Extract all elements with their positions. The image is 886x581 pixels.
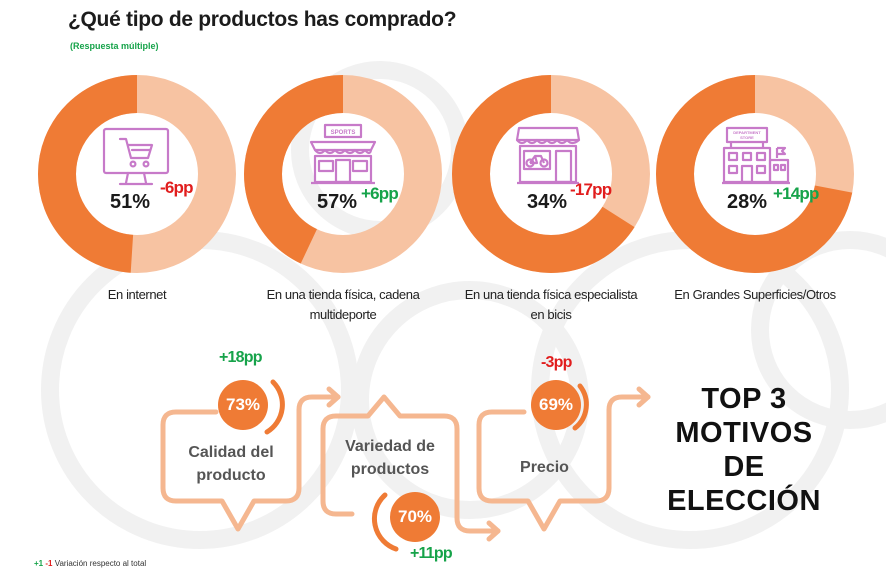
bike-shop-icon — [515, 126, 581, 185]
department-store-icon: DEPARTMENT STORE — [722, 126, 790, 185]
reason-change-label: -3pp — [541, 354, 572, 371]
arrow-head — [326, 386, 341, 408]
bubble-arc — [371, 492, 399, 552]
category-label-line1: En una tienda física, cadena — [266, 287, 420, 302]
donut-ring-internet — [38, 75, 236, 273]
reason-box-quality — [160, 394, 341, 532]
top3-heading: TOP 3 MOTIVOS DE ELECCIÓN — [656, 382, 832, 518]
top3-line2: MOTIVOS DE — [675, 417, 813, 483]
svg-text:DEPARTMENT: DEPARTMENT — [733, 130, 761, 135]
donut-ring-multisport — [244, 75, 442, 273]
bubble-arc — [572, 383, 589, 431]
reason-box-price — [476, 394, 651, 532]
change-label: +14pp — [773, 184, 819, 203]
top3-line3: ELECCIÓN — [667, 485, 821, 517]
category-label-internet: En internet — [37, 285, 237, 305]
reason-label-quality: Calidad del producto — [170, 441, 292, 487]
category-label-line1: En Grandes Superficies/Otros — [674, 287, 836, 302]
change-label: +6pp — [361, 184, 399, 203]
donut-chart-bike-shop: 34% -17pp — [451, 74, 651, 274]
sports-store-icon: SPORTS — [309, 123, 377, 185]
footnote-positive-sample: +1 — [34, 559, 44, 568]
top3-line1: TOP 3 — [701, 383, 787, 415]
arrow-head — [486, 520, 501, 542]
category-label-line1: En una tienda física especialista — [464, 287, 638, 302]
donut-arc-internet — [38, 75, 236, 273]
donut-chart-multisport: SPORTS 57% +6pp — [243, 74, 443, 274]
reason-label-line1: Calidad del — [188, 444, 274, 461]
value-label: 51% — [110, 191, 151, 213]
donut-arc-multisport — [244, 75, 442, 273]
svg-text:STORE: STORE — [740, 135, 754, 140]
footnote: +1 -1 Variación respecto al total — [34, 559, 146, 568]
value-label: 57% — [317, 191, 358, 213]
page-subtitle: (Respuesta múltiple) — [70, 41, 159, 51]
reason-change-label: +18pp — [219, 349, 262, 366]
reason-label-price: Precio — [492, 456, 597, 479]
reason-label-line2: producto — [196, 467, 266, 484]
category-label-multisport: En una tienda física, cadena multideport… — [243, 285, 443, 325]
donut-ring-department-store — [656, 75, 854, 273]
svg-text:SPORTS: SPORTS — [331, 130, 356, 136]
reason-box-variety — [320, 394, 501, 534]
reason-value-bubble: 69% — [531, 380, 581, 430]
value-label: 34% — [527, 191, 568, 213]
reason-label-variety: Variedad de productos — [330, 435, 450, 481]
bubble-arc — [264, 379, 285, 435]
reason-label-line1: Precio — [520, 459, 569, 476]
footnote-text: Variación respecto al total — [54, 559, 147, 568]
donut-arc-department-store — [656, 75, 854, 273]
reason-change-label: +11pp — [410, 545, 453, 562]
arrow-head — [636, 386, 651, 408]
category-label-bike-shop: En una tienda física especialista en bic… — [451, 285, 651, 325]
reason-label-line2: productos — [350, 461, 430, 478]
donut-arc-bike-shop — [452, 75, 650, 273]
footnote-negative-sample: -1 — [45, 559, 53, 568]
value-label: 28% — [727, 191, 768, 213]
donut-ring-bike-shop — [452, 75, 650, 273]
change-label: -17pp — [570, 180, 612, 199]
category-label-line2: en bicis — [530, 307, 572, 322]
reason-value-bubble: 73% — [218, 380, 268, 430]
category-label-line1: En internet — [107, 287, 167, 302]
reason-value-bubble: 70% — [390, 492, 440, 542]
category-label-line2: multideporte — [309, 307, 377, 322]
category-label-department-store: En Grandes Superficies/Otros — [655, 285, 855, 305]
page-title: ¿Qué tipo de productos has comprado? — [68, 8, 457, 31]
donut-chart-department-store: DEPARTMENT STORE 28% +14pp — [655, 74, 855, 274]
change-label: -6pp — [160, 178, 193, 197]
computer-cart-icon — [102, 127, 170, 186]
donut-chart-internet: 51% -6pp — [37, 74, 237, 274]
reason-label-line1: Variedad de — [345, 438, 435, 455]
reason-box-variety-bottom — [320, 495, 355, 517]
